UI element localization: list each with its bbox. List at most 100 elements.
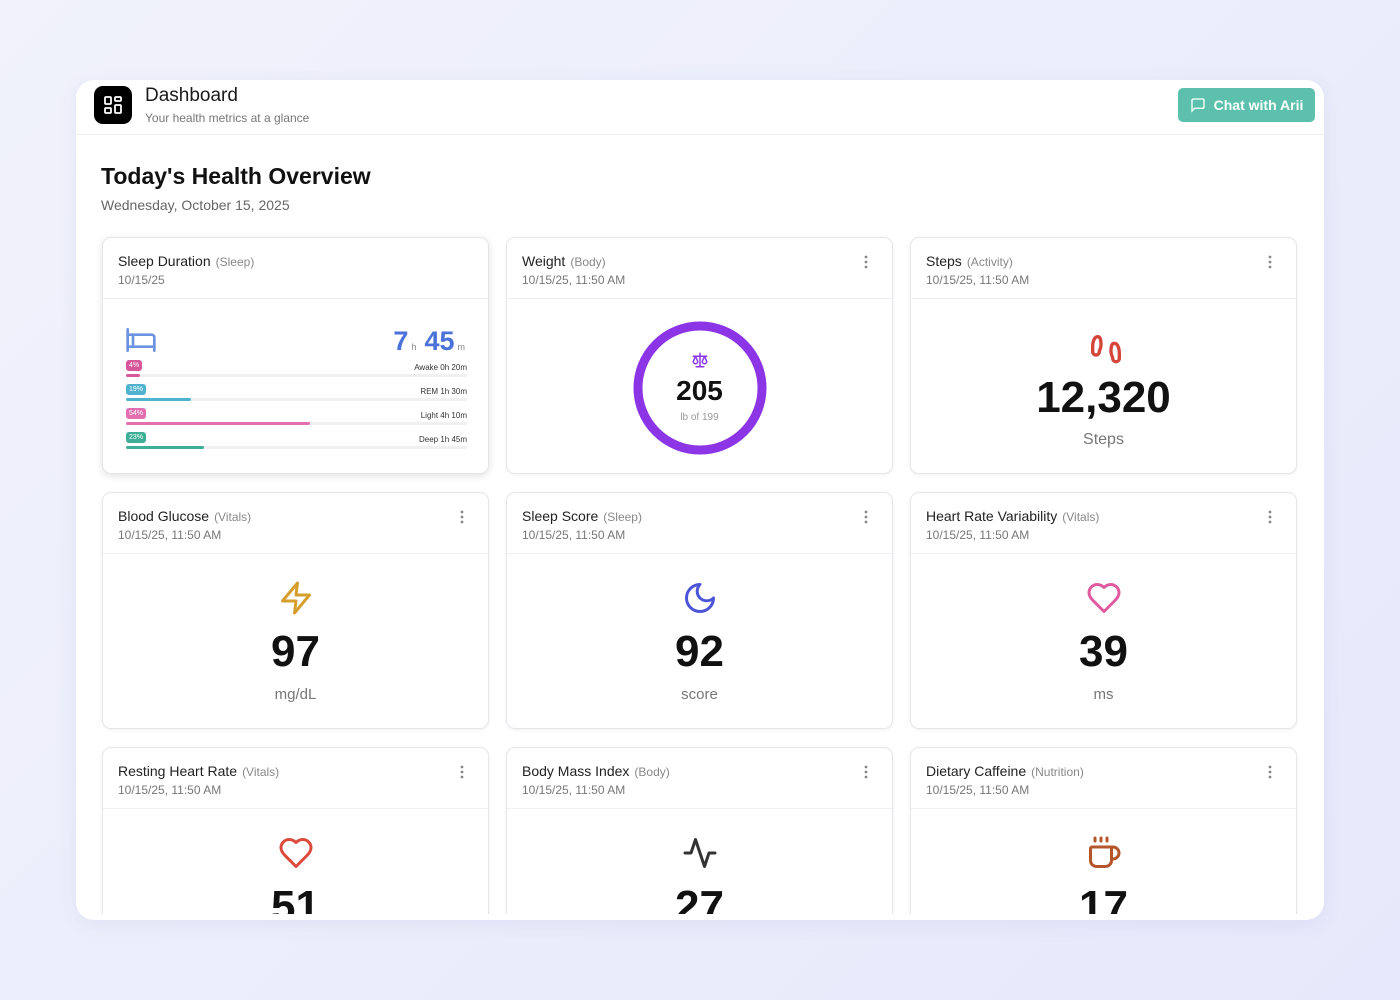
card-menu[interactable]: [1268, 765, 1272, 784]
stage-badge: 19%: [126, 384, 147, 395]
chat-button-label[interactable]: Chat with Arii: [1213, 97, 1304, 113]
stage-track: [126, 446, 467, 449]
card-title-text: Body Mass Index: [522, 763, 630, 779]
stage-name: Deep 1h 45m: [418, 435, 467, 444]
metric-card[interactable]: Weight (Body) 10/15/25, 11:50 AM 205 lb of 1…: [506, 237, 893, 474]
card-value: 51: [271, 882, 320, 914]
card-divider: [911, 553, 1296, 554]
stage-bar: [126, 398, 191, 401]
card-title-text: Dietary Caffeine: [926, 763, 1027, 779]
card-divider: [507, 553, 892, 554]
header-title: Dashboard: [145, 85, 238, 106]
card-category: (Vitals): [1062, 510, 1100, 524]
card-divider: [103, 298, 488, 299]
metric-card[interactable]: Heart Rate Variability (Vitals) 10/15/25, …: [910, 492, 1297, 729]
card-title: Resting Heart Rate (Vitals): [118, 763, 279, 779]
card-menu[interactable]: [864, 255, 868, 274]
card-icon: [1086, 325, 1126, 370]
card-title: Steps (Activity): [926, 253, 1013, 269]
card-divider: [507, 808, 892, 809]
metric-card[interactable]: Dietary Caffeine (Nutrition) 10/15/25, 11:…: [910, 747, 1297, 914]
window: Dashboard Your health metrics at a glanc…: [76, 80, 1324, 920]
card-category: (Vitals): [242, 765, 280, 779]
card-menu[interactable]: [864, 765, 868, 784]
card-divider: [103, 553, 488, 554]
card-time: 10/15/25: [118, 273, 165, 287]
weight-ring: [632, 320, 768, 461]
card-menu[interactable]: [460, 510, 464, 529]
card-unit: ms: [1093, 686, 1114, 703]
stage-name: Light 4h 10m: [420, 411, 467, 420]
card-time: 10/15/25, 11:50 AM: [118, 783, 222, 797]
card-time: 10/15/25, 11:50 AM: [926, 528, 1030, 542]
card-unit: score: [681, 686, 718, 703]
card-category: (Activity): [966, 255, 1013, 269]
card-time: 10/15/25, 11:50 AM: [522, 528, 626, 542]
card-value: 97: [271, 627, 320, 676]
weight-icon: [691, 351, 709, 374]
metric-card[interactable]: Body Mass Index (Body) 10/15/25, 11:50 AM 2…: [506, 747, 893, 914]
metric-card[interactable]: Blood Glucose (Vitals) 10/15/25, 11:50 AM 9…: [102, 492, 489, 729]
card-title-text: Resting Heart Rate: [118, 763, 238, 779]
card-time: 10/15/25, 11:50 AM: [522, 273, 626, 287]
stage-name: REM 1h 30m: [420, 387, 467, 396]
content: Today's Health Overview Wednesday, Octob…: [76, 135, 1324, 914]
card-divider: [911, 298, 1296, 299]
sleep-stage: 23% Deep 1h 45m: [126, 432, 467, 454]
card-title-text: Blood Glucose: [118, 508, 210, 524]
card-title: Dietary Caffeine (Nutrition): [926, 763, 1084, 779]
stage-badge: 54%: [126, 408, 147, 419]
card-divider: [911, 808, 1296, 809]
stage-badge: 23%: [126, 432, 147, 443]
card-value: 17: [1079, 882, 1128, 914]
card-icon: [1086, 835, 1122, 876]
card-title: Sleep Score (Sleep): [522, 508, 642, 524]
card-title-text: Sleep Score: [522, 508, 599, 524]
chat-button[interactable]: Chat with Arii: [1178, 88, 1315, 122]
card-title: Blood Glucose (Vitals): [118, 508, 251, 524]
stage-badge: 4%: [126, 360, 143, 371]
stage-bar: [126, 422, 311, 425]
card-icon: [1086, 580, 1122, 621]
card-title-text: Weight: [522, 253, 566, 269]
card-icon: [278, 580, 314, 621]
metric-card[interactable]: Resting Heart Rate (Vitals) 10/15/25, 11:5…: [102, 747, 489, 914]
card-menu[interactable]: [1268, 510, 1272, 529]
stage-name: Awake 0h 20m: [414, 363, 467, 372]
card-menu[interactable]: [864, 510, 868, 529]
card-value: 12,320: [1036, 373, 1171, 422]
sleep-icon: [125, 324, 157, 361]
card-time: 10/15/25, 11:50 AM: [522, 783, 626, 797]
overview-title: Today's Health Overview: [101, 163, 371, 189]
card-title: Heart Rate Variability (Vitals): [926, 508, 1099, 524]
card-icon: [278, 835, 314, 876]
card-time: 10/15/25, 11:50 AM: [926, 273, 1030, 287]
metric-card[interactable]: Sleep Score (Sleep) 10/15/25, 11:50 AM 92 sc…: [506, 492, 893, 729]
stage-track: [126, 422, 467, 425]
card-time: 10/15/25, 11:50 AM: [926, 783, 1030, 797]
card-unit: lb of 199: [680, 412, 719, 423]
card-title-text: Heart Rate Variability: [926, 508, 1058, 524]
stage-track: [126, 398, 467, 401]
card-title-text: Sleep Duration: [118, 253, 211, 269]
card-unit: mg/dL: [274, 686, 317, 703]
stage-track: [126, 374, 467, 377]
card-value: 39: [1079, 627, 1128, 676]
card-category: (Sleep): [603, 510, 642, 524]
card-divider: [103, 808, 488, 809]
card-title: Weight (Body): [522, 253, 606, 269]
sleep-stage: 4% Awake 0h 20m: [126, 360, 467, 382]
card-menu[interactable]: [1268, 255, 1272, 274]
card-title: Sleep Duration (Sleep): [118, 253, 254, 269]
sleep-stage: 54% Light 4h 10m: [126, 408, 467, 430]
stage-bar: [126, 446, 205, 449]
card-unit: Steps: [1083, 431, 1124, 448]
card-title-text: Steps: [926, 253, 962, 269]
sleep-stage: 19% REM 1h 30m: [126, 384, 467, 406]
card-menu[interactable]: [460, 765, 464, 784]
metric-card[interactable]: Sleep Duration (Sleep) 10/15/25 7 h 45 m 4% Awak…: [102, 237, 489, 474]
sleep-hours-unit: h: [411, 342, 417, 352]
metric-card[interactable]: Steps (Activity) 10/15/25, 11:50 AM 12,320 S…: [910, 237, 1297, 474]
card-divider: [507, 298, 892, 299]
